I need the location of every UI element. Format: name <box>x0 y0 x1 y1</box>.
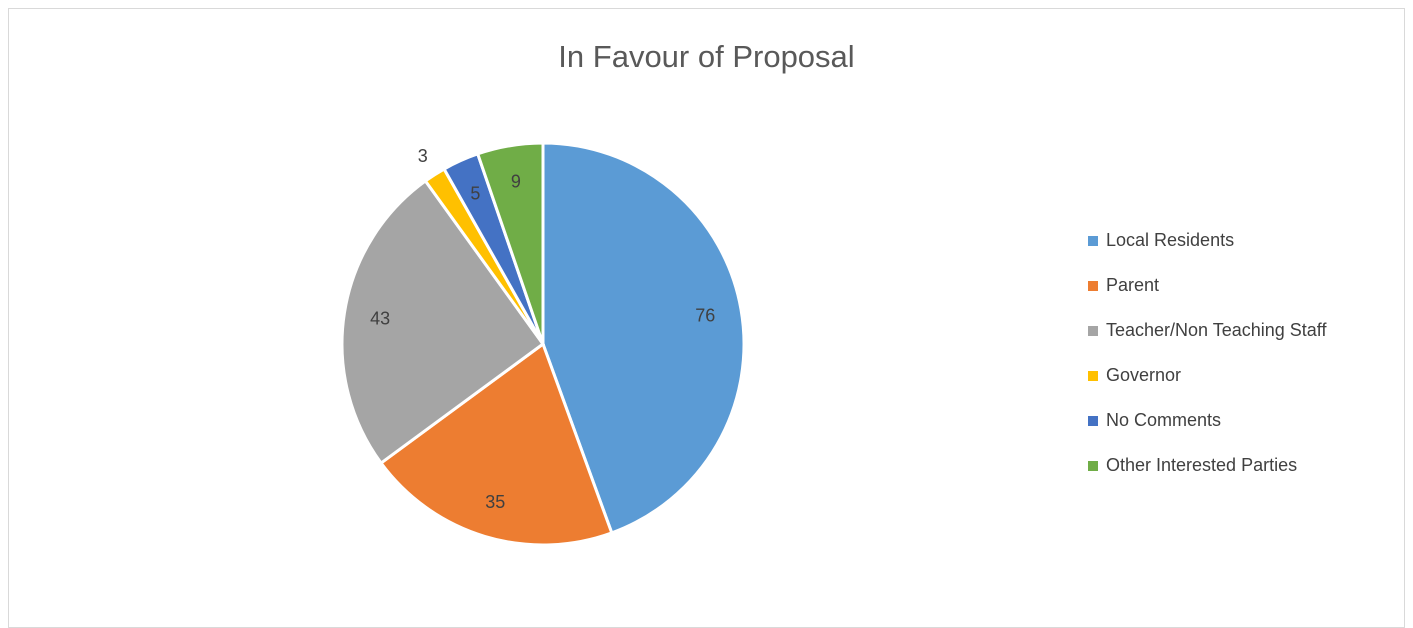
data-label-teacher-non-teaching-staff: 43 <box>370 308 390 328</box>
legend-label: Local Residents <box>1106 230 1235 250</box>
legend-label: Parent <box>1106 275 1160 295</box>
legend-label: Governor <box>1106 365 1182 385</box>
legend-label: Other Interested Parties <box>1106 455 1298 475</box>
pie-slice-other-interested-parties <box>475 141 545 345</box>
legend-item-teacher-non-teaching-staff: Teacher/Non Teaching Staff <box>1088 308 1326 353</box>
pie-slice-local-residents <box>541 141 746 535</box>
legend-label: Teacher/Non Teaching Staff <box>1106 320 1327 340</box>
data-label-local-residents: 76 <box>695 305 715 325</box>
legend-swatch <box>1088 415 1098 426</box>
legend-item-no-comments: No Comments <box>1088 398 1326 443</box>
legend-swatch <box>1088 370 1098 381</box>
legend-swatch <box>1088 460 1098 471</box>
legend-label: No Comments <box>1106 410 1222 430</box>
chart-title: In Favour of Proposal <box>558 39 855 74</box>
legend-item-other-interested-parties: Other Interested Parties <box>1088 443 1326 488</box>
data-label-other-interested-parties: 9 <box>511 171 521 191</box>
legend-swatch <box>1088 325 1098 336</box>
legend-item-parent: Parent <box>1088 263 1326 308</box>
data-label-no-comments: 5 <box>470 184 480 204</box>
data-label-parent: 35 <box>485 492 505 512</box>
legend-item-governor: Governor <box>1088 353 1326 398</box>
chart-legend: Local Residents Parent Teacher/Non Teachin… <box>1088 218 1326 488</box>
pie-slice-teacher-non-teaching-staff <box>340 178 546 466</box>
legend-swatch <box>1088 235 1098 246</box>
pie-slice-parent <box>378 341 614 547</box>
data-label-governor: 3 <box>418 146 428 166</box>
legend-swatch <box>1088 280 1098 291</box>
legend-item-local-residents: Local Residents <box>1088 218 1326 263</box>
